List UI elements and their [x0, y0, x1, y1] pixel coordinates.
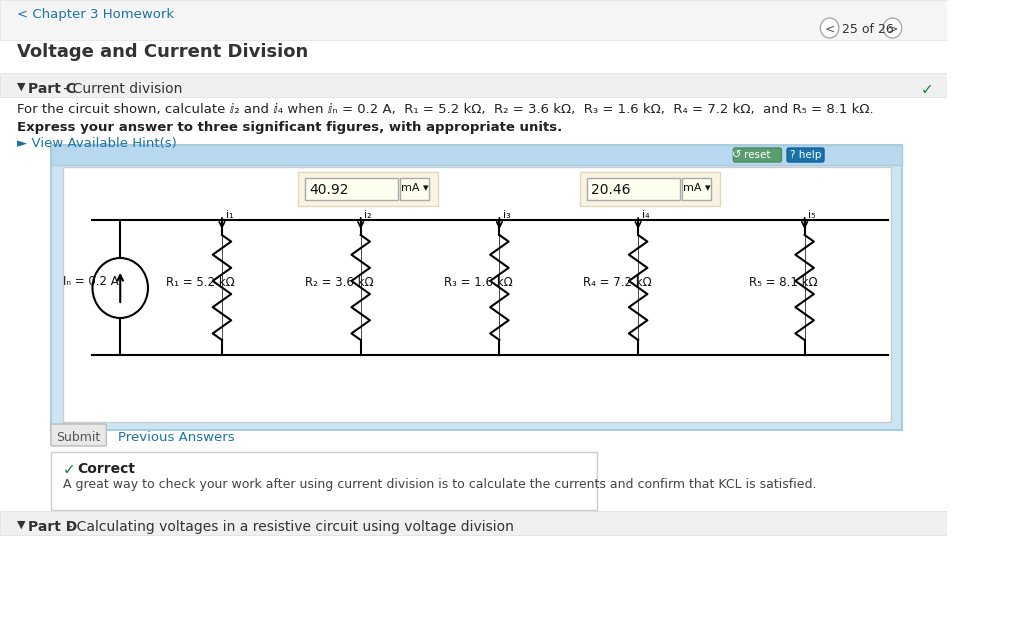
- Text: - Current division: - Current division: [59, 82, 182, 96]
- Text: ► View Available Hint(s): ► View Available Hint(s): [16, 137, 176, 150]
- Text: Submit: Submit: [56, 431, 100, 444]
- Text: <: <: [824, 23, 835, 36]
- Text: ✓: ✓: [921, 82, 933, 97]
- Text: R₃ = 1.6 kΩ: R₃ = 1.6 kΩ: [444, 276, 513, 289]
- Text: i₄: i₄: [642, 210, 649, 220]
- Bar: [298, 172, 438, 206]
- Text: ▼: ▼: [16, 82, 26, 92]
- Bar: [0, 511, 947, 535]
- Bar: [305, 178, 397, 200]
- Text: R₅ = 8.1 kΩ: R₅ = 8.1 kΩ: [750, 276, 818, 289]
- Bar: [399, 178, 429, 200]
- Text: mA ▾: mA ▾: [401, 183, 429, 193]
- Bar: [51, 452, 597, 510]
- Text: i₁: i₁: [225, 210, 233, 220]
- Text: 20.46: 20.46: [591, 183, 631, 197]
- Text: R₁ = 5.2 kΩ: R₁ = 5.2 kΩ: [167, 276, 236, 289]
- Text: Iₙ = 0.2 A: Iₙ = 0.2 A: [62, 275, 119, 287]
- FancyBboxPatch shape: [733, 148, 781, 162]
- Text: R₄ = 7.2 kΩ: R₄ = 7.2 kΩ: [583, 276, 651, 289]
- Text: - Calculating voltages in a resistive circuit using voltage division: - Calculating voltages in a resistive ci…: [62, 520, 514, 534]
- Text: Voltage and Current Division: Voltage and Current Division: [16, 43, 308, 61]
- Bar: [0, 0, 947, 40]
- Text: i₂: i₂: [365, 210, 372, 220]
- Bar: [0, 77, 947, 78]
- Text: R₂ = 3.6 kΩ: R₂ = 3.6 kΩ: [305, 276, 374, 289]
- Text: For the circuit shown, calculate ⅈ₂ and ⅈ₄ when ⅈₙ = 0.2 A,  R₁ = 5.2 kΩ,  R₂ = : For the circuit shown, calculate ⅈ₂ and …: [16, 103, 873, 116]
- Text: < Chapter 3 Homework: < Chapter 3 Homework: [16, 8, 174, 21]
- Text: i₃: i₃: [503, 210, 511, 220]
- Bar: [588, 178, 680, 200]
- Text: ? help: ? help: [790, 150, 821, 160]
- Text: ✓: ✓: [62, 462, 76, 477]
- FancyBboxPatch shape: [51, 424, 106, 446]
- Circle shape: [92, 258, 148, 318]
- Text: Express your answer to three significant figures, with appropriate units.: Express your answer to three significant…: [16, 121, 562, 134]
- Text: 40.92: 40.92: [309, 183, 348, 197]
- FancyBboxPatch shape: [787, 148, 824, 162]
- Bar: [51, 145, 902, 165]
- Text: 25 of 26: 25 of 26: [842, 23, 893, 36]
- Text: ↺: ↺: [731, 150, 740, 160]
- Bar: [0, 73, 947, 97]
- Bar: [682, 178, 712, 200]
- Text: >: >: [887, 23, 898, 36]
- Text: mA ▾: mA ▾: [683, 183, 711, 193]
- Circle shape: [884, 18, 902, 38]
- Bar: [51, 145, 902, 430]
- Text: Part D: Part D: [28, 520, 77, 534]
- Bar: [62, 167, 891, 422]
- Circle shape: [820, 18, 839, 38]
- Text: Previous Answers: Previous Answers: [119, 431, 234, 444]
- Text: reset: reset: [744, 150, 771, 160]
- Bar: [580, 172, 721, 206]
- Text: A great way to check your work after using current division is to calculate the : A great way to check your work after usi…: [62, 478, 816, 491]
- Text: Part C: Part C: [28, 82, 76, 96]
- Text: i₅: i₅: [808, 210, 816, 220]
- Text: ▼: ▼: [16, 520, 26, 530]
- Text: Correct: Correct: [78, 462, 136, 476]
